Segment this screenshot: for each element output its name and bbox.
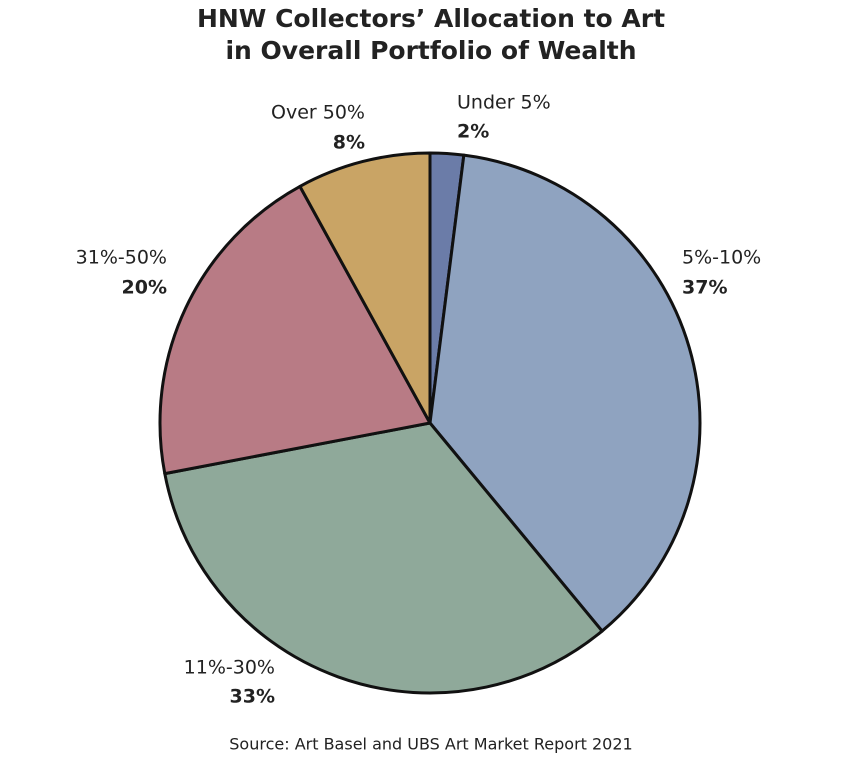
source-note: Source: Art Basel and UBS Art Market Rep… (229, 735, 632, 754)
value-label: 2% (457, 121, 489, 143)
pie-slice (298, 151, 432, 425)
slice-label: 31%-50% (76, 247, 167, 269)
pie-slice (428, 153, 702, 633)
value-label: 20% (122, 277, 167, 299)
slice-label: Over 50% (271, 102, 365, 124)
pie-slice (158, 184, 432, 476)
value-label: 8% (333, 132, 365, 154)
value-label: 33% (230, 686, 275, 708)
value-label: 37% (682, 277, 727, 299)
chart-title: in Overall Portfolio of Wealth (225, 36, 636, 65)
pie-slice (163, 421, 604, 695)
slice-label: 11%-30% (184, 657, 275, 679)
slice-label: Under 5% (457, 92, 551, 114)
slice-label: 5%-10% (682, 247, 761, 269)
chart-title: HNW Collectors’ Allocation to Art (197, 4, 665, 33)
